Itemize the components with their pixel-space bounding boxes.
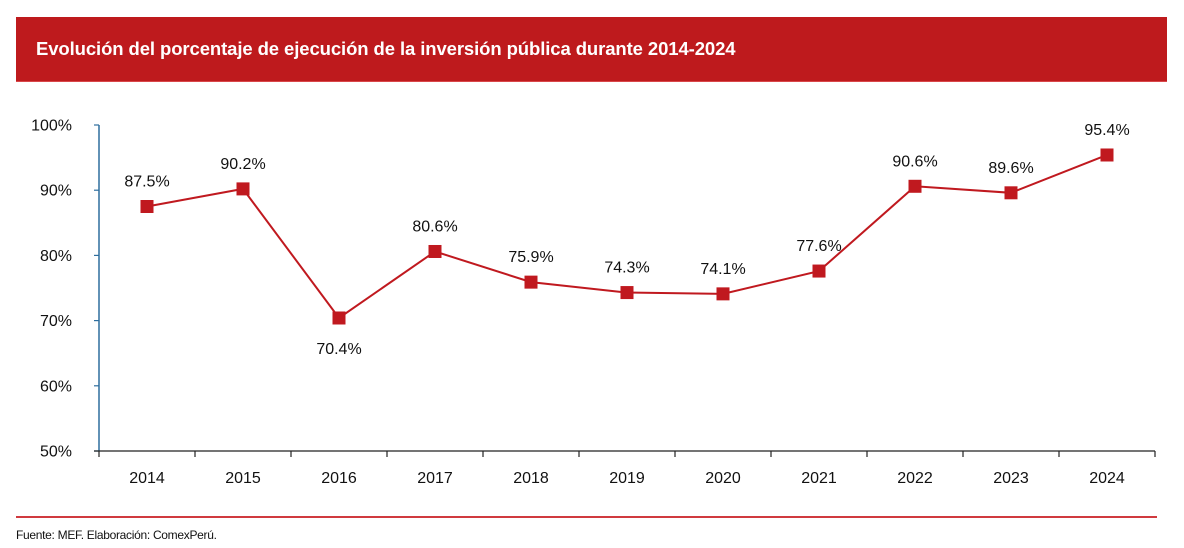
data-point-marker xyxy=(524,275,538,289)
x-tick-label: 2019 xyxy=(609,470,645,487)
series-line-group xyxy=(140,148,1114,325)
data-point-marker xyxy=(1004,186,1018,200)
data-point-marker xyxy=(812,264,826,278)
y-tick-label: 80% xyxy=(40,248,72,265)
data-point-marker xyxy=(716,287,730,301)
data-point-marker xyxy=(140,200,154,213)
y-tick-label: 100% xyxy=(31,118,72,135)
data-label: 90.2% xyxy=(220,156,265,173)
y-axis: 50% 60% 70% 80% 90% 100% xyxy=(31,118,100,461)
x-tick-label: 2017 xyxy=(417,470,453,487)
data-label: 74.3% xyxy=(604,260,649,277)
x-tick-label: 2018 xyxy=(513,470,549,487)
x-tick-label: 2023 xyxy=(993,470,1029,487)
x-tick-label: 2016 xyxy=(321,470,357,487)
data-point-marker xyxy=(236,182,250,196)
data-point-marker xyxy=(1100,148,1114,162)
data-label: 70.4% xyxy=(316,341,361,358)
y-tick-label: 50% xyxy=(40,444,72,461)
data-point-marker xyxy=(620,286,634,300)
y-tick-label: 60% xyxy=(40,378,72,395)
x-tick-label: 2021 xyxy=(801,470,837,487)
data-label: 75.9% xyxy=(508,249,553,266)
data-label: 90.6% xyxy=(892,153,937,170)
data-labels: 87.5% 90.2% 70.4% 80.6% 75.9% 74.3% 74.1% 77.6%… xyxy=(124,122,1129,358)
data-label: 95.4% xyxy=(1084,122,1129,139)
x-tick-label: 2014 xyxy=(129,470,165,487)
x-axis: 2014 2015 2016 2017 2018 2019 2020 2021 2022 2023… xyxy=(94,450,1156,487)
x-tick-label: 2024 xyxy=(1089,470,1125,487)
data-label: 74.1% xyxy=(700,261,745,278)
x-tick-label: 2020 xyxy=(705,470,741,487)
y-tick-label: 70% xyxy=(40,313,72,330)
x-tick-label: 2022 xyxy=(897,470,933,487)
x-tick-label: 2015 xyxy=(225,470,261,487)
data-label: 89.6% xyxy=(988,160,1033,177)
data-label: 87.5% xyxy=(124,174,169,191)
footer-divider xyxy=(16,516,1157,518)
data-label: 77.6% xyxy=(796,238,841,255)
data-point-marker xyxy=(332,311,346,325)
data-point-marker xyxy=(428,244,442,258)
y-tick-label: 90% xyxy=(40,183,72,200)
chart-title: Evolución del porcentaje de ejecución de… xyxy=(36,38,736,59)
source-note: Fuente: MEF. Elaboración: ComexPerú. xyxy=(16,528,217,542)
data-label: 80.6% xyxy=(412,218,457,235)
data-point-marker xyxy=(908,179,922,193)
title-banner: Evolución del porcentaje de ejecución de… xyxy=(16,17,1167,82)
